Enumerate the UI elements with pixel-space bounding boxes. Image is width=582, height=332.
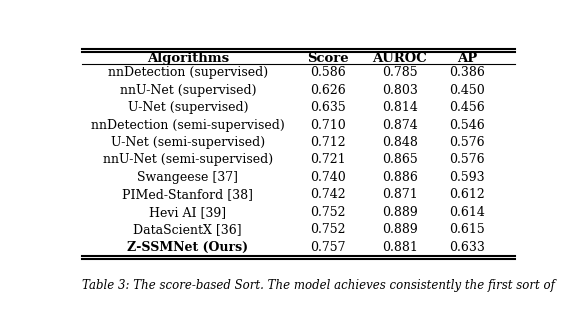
Text: 0.633: 0.633: [449, 241, 485, 254]
Text: 0.615: 0.615: [449, 223, 485, 236]
Text: AP: AP: [457, 51, 478, 65]
Text: 0.740: 0.740: [310, 171, 346, 184]
Text: nnU-Net (semi-supervised): nnU-Net (semi-supervised): [102, 153, 273, 166]
Text: 0.721: 0.721: [310, 153, 345, 166]
Text: 0.865: 0.865: [382, 153, 418, 166]
Text: 0.450: 0.450: [449, 84, 485, 97]
Text: 0.386: 0.386: [449, 66, 485, 79]
Text: 0.752: 0.752: [310, 223, 345, 236]
Text: Table 3: The score-based Sort. The model achieves consistently the first sort of: Table 3: The score-based Sort. The model…: [81, 279, 555, 292]
Text: 0.586: 0.586: [310, 66, 346, 79]
Text: nnU-Net (supervised): nnU-Net (supervised): [119, 84, 256, 97]
Text: 0.456: 0.456: [449, 101, 485, 114]
Text: 0.803: 0.803: [382, 84, 418, 97]
Text: 0.752: 0.752: [310, 206, 345, 219]
Text: 0.871: 0.871: [382, 188, 418, 201]
Text: nnDetection (semi-supervised): nnDetection (semi-supervised): [91, 119, 285, 131]
Text: 0.712: 0.712: [310, 136, 345, 149]
Text: 0.886: 0.886: [382, 171, 418, 184]
Text: 0.576: 0.576: [450, 153, 485, 166]
Text: PIMed-Stanford [38]: PIMed-Stanford [38]: [122, 188, 253, 201]
Text: 0.742: 0.742: [310, 188, 345, 201]
Text: 0.785: 0.785: [382, 66, 417, 79]
Text: AUROC: AUROC: [372, 51, 427, 65]
Text: nnDetection (supervised): nnDetection (supervised): [108, 66, 268, 79]
Text: 0.874: 0.874: [382, 119, 418, 131]
Text: 0.576: 0.576: [450, 136, 485, 149]
Text: Score: Score: [307, 51, 349, 65]
Text: 0.814: 0.814: [382, 101, 418, 114]
Text: 0.614: 0.614: [449, 206, 485, 219]
Text: 0.889: 0.889: [382, 223, 418, 236]
Text: 0.881: 0.881: [382, 241, 418, 254]
Text: 0.635: 0.635: [310, 101, 346, 114]
Text: 0.626: 0.626: [310, 84, 346, 97]
Text: 0.848: 0.848: [382, 136, 418, 149]
Text: Swangeese [37]: Swangeese [37]: [137, 171, 238, 184]
Text: 0.593: 0.593: [450, 171, 485, 184]
Text: 0.757: 0.757: [310, 241, 345, 254]
Text: Z-SSMNet (Ours): Z-SSMNet (Ours): [127, 241, 249, 254]
Text: Hevi AI [39]: Hevi AI [39]: [149, 206, 226, 219]
Text: 0.889: 0.889: [382, 206, 418, 219]
Text: U-Net (supervised): U-Net (supervised): [127, 101, 248, 114]
Text: DataScientX [36]: DataScientX [36]: [133, 223, 242, 236]
Text: 0.710: 0.710: [310, 119, 346, 131]
Text: 0.612: 0.612: [449, 188, 485, 201]
Text: Algorithms: Algorithms: [147, 51, 229, 65]
Text: U-Net (semi-supervised): U-Net (semi-supervised): [111, 136, 265, 149]
Text: 0.546: 0.546: [449, 119, 485, 131]
